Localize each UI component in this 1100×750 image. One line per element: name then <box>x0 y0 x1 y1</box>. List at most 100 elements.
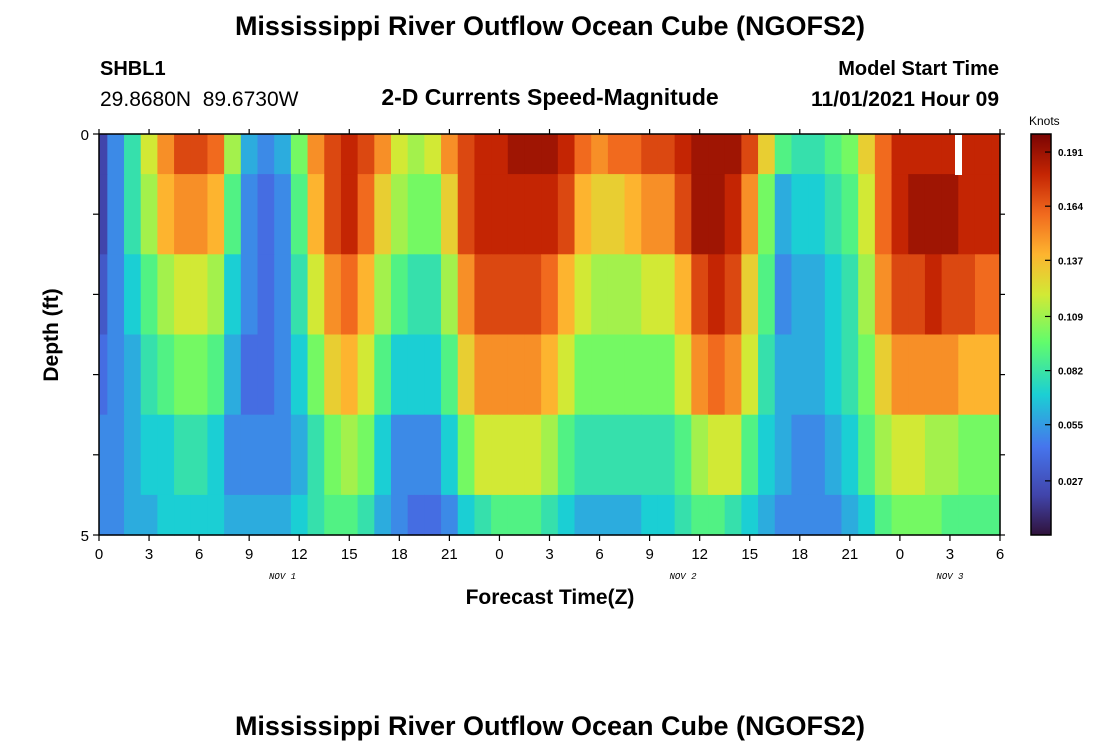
heatmap-cell <box>557 174 576 255</box>
y-tick-label: 0 <box>81 127 89 144</box>
heatmap-cell <box>257 134 275 175</box>
x-tick-label: 9 <box>245 546 253 563</box>
heatmap-cell <box>808 254 826 336</box>
heatmap-cell <box>257 414 275 496</box>
heatmap-cell <box>240 334 259 416</box>
heatmap-cell <box>424 414 442 496</box>
heatmap-cell <box>474 134 492 175</box>
heatmap-cell <box>507 134 526 175</box>
heatmap-cell <box>207 134 225 175</box>
y-axis-label: Depth (ft) <box>40 288 63 381</box>
heatmap-cell <box>607 134 626 175</box>
heatmap-cell <box>824 494 843 536</box>
heatmap-cell <box>240 414 259 496</box>
heatmap-cell <box>708 254 726 336</box>
heatmap-cell <box>207 494 225 536</box>
heatmap-cell <box>307 494 325 536</box>
heatmap-cell <box>507 174 526 255</box>
heatmap-cell <box>441 494 459 536</box>
heatmap-cell <box>574 174 592 255</box>
heatmap-cell <box>407 414 425 496</box>
heatmap-cell <box>224 494 242 536</box>
heatmap-cell <box>624 134 642 175</box>
heatmap-cell <box>908 134 926 175</box>
heatmap-cell <box>891 174 909 255</box>
heatmap-cell <box>457 494 476 536</box>
heatmap-cell <box>524 334 542 416</box>
heatmap-cell <box>774 334 793 416</box>
heatmap-cell <box>190 414 209 496</box>
x-tick-label: 18 <box>791 546 808 563</box>
heatmap-cell <box>107 414 125 496</box>
heatmap-cell <box>441 334 459 416</box>
heatmap-cells <box>99 134 1001 536</box>
heatmap-cell <box>991 334 1001 416</box>
x-tick-label: 6 <box>195 546 203 563</box>
x-axis: 0 3 6 9 12 15 18 21 0 3 6 9 12 15 18 21 0 3 6 <box>95 129 1004 563</box>
heatmap-cell <box>274 414 292 496</box>
heatmap-cell <box>157 174 175 255</box>
heatmap-cell <box>357 174 375 255</box>
heatmap-cell <box>674 414 692 496</box>
heatmap-cell <box>457 134 476 175</box>
heatmap-cell <box>591 414 609 496</box>
colorbar-tick-label: 0.137 <box>1058 256 1083 267</box>
heatmap-cell <box>791 334 809 416</box>
heatmap-cell <box>691 414 709 496</box>
heatmap-cell <box>324 174 342 255</box>
heatmap-cell <box>858 334 876 416</box>
heatmap-cell <box>441 134 459 175</box>
heatmap-cell <box>207 174 225 255</box>
x-tick-label: 0 <box>495 546 503 563</box>
heatmap-cell <box>441 174 459 255</box>
heatmap-cell <box>758 254 776 336</box>
heatmap-cell <box>507 334 526 416</box>
heatmap-cell <box>190 174 209 255</box>
heatmap-cell <box>557 134 576 175</box>
x-tick-label: 0 <box>95 546 103 563</box>
heatmap-cell <box>974 254 993 336</box>
y-tick-label: 5 <box>81 528 89 545</box>
heatmap-cell <box>591 174 609 255</box>
heatmap-cell <box>974 174 993 255</box>
heatmap-cell <box>991 254 1001 336</box>
heatmap-cell <box>858 134 876 175</box>
heatmap-cell <box>374 414 392 496</box>
heatmap-cell <box>708 174 726 255</box>
heatmap-cell <box>274 134 292 175</box>
x-tick-label: 15 <box>341 546 358 563</box>
heatmap-cell <box>641 334 659 416</box>
heatmap-cell <box>974 134 993 175</box>
x-tick-label: 3 <box>946 546 954 563</box>
x-tick-label: 15 <box>741 546 758 563</box>
heatmap-cell <box>140 174 158 255</box>
x-tick-label: 3 <box>545 546 553 563</box>
heatmap-cell <box>908 494 926 536</box>
heatmap-cell <box>808 134 826 175</box>
heatmap-cell <box>307 134 325 175</box>
heatmap-cell <box>624 494 642 536</box>
colorbar: Knots 0.191 0.164 0.137 0.109 0.082 0.055 0.02… <box>1029 114 1083 536</box>
colorbar-tick-label: 0.164 <box>1058 202 1083 213</box>
model-start-label: Model Start Time <box>838 58 999 80</box>
heatmap-cell <box>641 494 659 536</box>
heatmap-cell <box>207 414 225 496</box>
heatmap-cell <box>624 174 642 255</box>
heatmap-cell <box>691 494 709 536</box>
heatmap-cell <box>624 334 642 416</box>
heatmap-cell <box>307 254 325 336</box>
heatmap-cell <box>991 134 1001 175</box>
heatmap-cell <box>307 414 325 496</box>
heatmap-cell <box>924 414 943 496</box>
heatmap-cell <box>641 174 659 255</box>
heatmap-cell <box>758 334 776 416</box>
heatmap-cell <box>858 414 876 496</box>
heatmap-cell <box>891 414 909 496</box>
heatmap-cell <box>541 414 559 496</box>
heatmap-cell <box>824 254 843 336</box>
model-start-value: 11/01/2021 Hour 09 <box>811 88 999 111</box>
heatmap-cell <box>374 254 392 336</box>
heatmap-cell <box>207 334 225 416</box>
heatmap-cell <box>491 174 509 255</box>
